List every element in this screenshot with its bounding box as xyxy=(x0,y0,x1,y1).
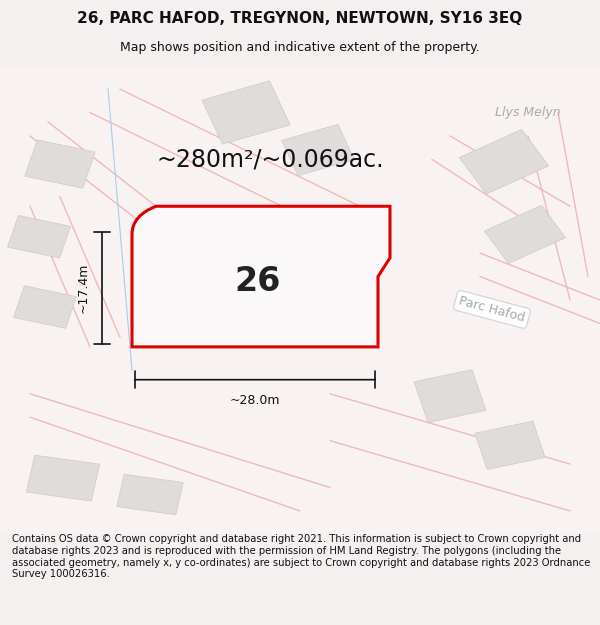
Polygon shape xyxy=(117,474,183,515)
Polygon shape xyxy=(202,81,290,144)
Text: Map shows position and indicative extent of the property.: Map shows position and indicative extent… xyxy=(120,41,480,54)
Text: 26, PARC HAFOD, TREGYNON, NEWTOWN, SY16 3EQ: 26, PARC HAFOD, TREGYNON, NEWTOWN, SY16 … xyxy=(77,11,523,26)
Polygon shape xyxy=(7,216,71,258)
Text: Llys Melyn: Llys Melyn xyxy=(495,106,561,119)
PathPatch shape xyxy=(132,206,390,347)
Polygon shape xyxy=(460,129,548,194)
Polygon shape xyxy=(475,421,545,469)
Text: 26: 26 xyxy=(235,265,281,298)
Text: Contains OS data © Crown copyright and database right 2021. This information is : Contains OS data © Crown copyright and d… xyxy=(12,534,590,579)
Text: ~280m²/~0.069ac.: ~280m²/~0.069ac. xyxy=(156,148,384,171)
Polygon shape xyxy=(414,369,486,423)
Polygon shape xyxy=(26,455,100,501)
Polygon shape xyxy=(13,286,77,328)
Polygon shape xyxy=(484,205,566,264)
Text: ~28.0m: ~28.0m xyxy=(230,394,280,407)
Text: Parc Hafod: Parc Hafod xyxy=(458,294,526,324)
Polygon shape xyxy=(25,140,95,188)
Text: ~17.4m: ~17.4m xyxy=(77,263,90,314)
Polygon shape xyxy=(281,124,355,176)
